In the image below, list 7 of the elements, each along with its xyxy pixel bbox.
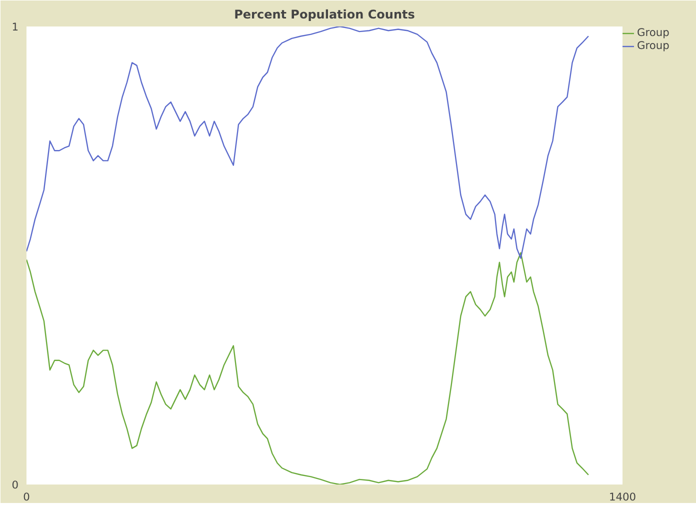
line-series: [26, 26, 590, 259]
legend-label: Group: [637, 26, 670, 39]
legend-label: Group: [637, 39, 670, 52]
line-series: [26, 252, 590, 484]
y-tick-label: 1: [12, 20, 18, 34]
x-tick-label: 1400: [608, 490, 636, 504]
chart-title: Percent Population Counts: [234, 8, 415, 22]
